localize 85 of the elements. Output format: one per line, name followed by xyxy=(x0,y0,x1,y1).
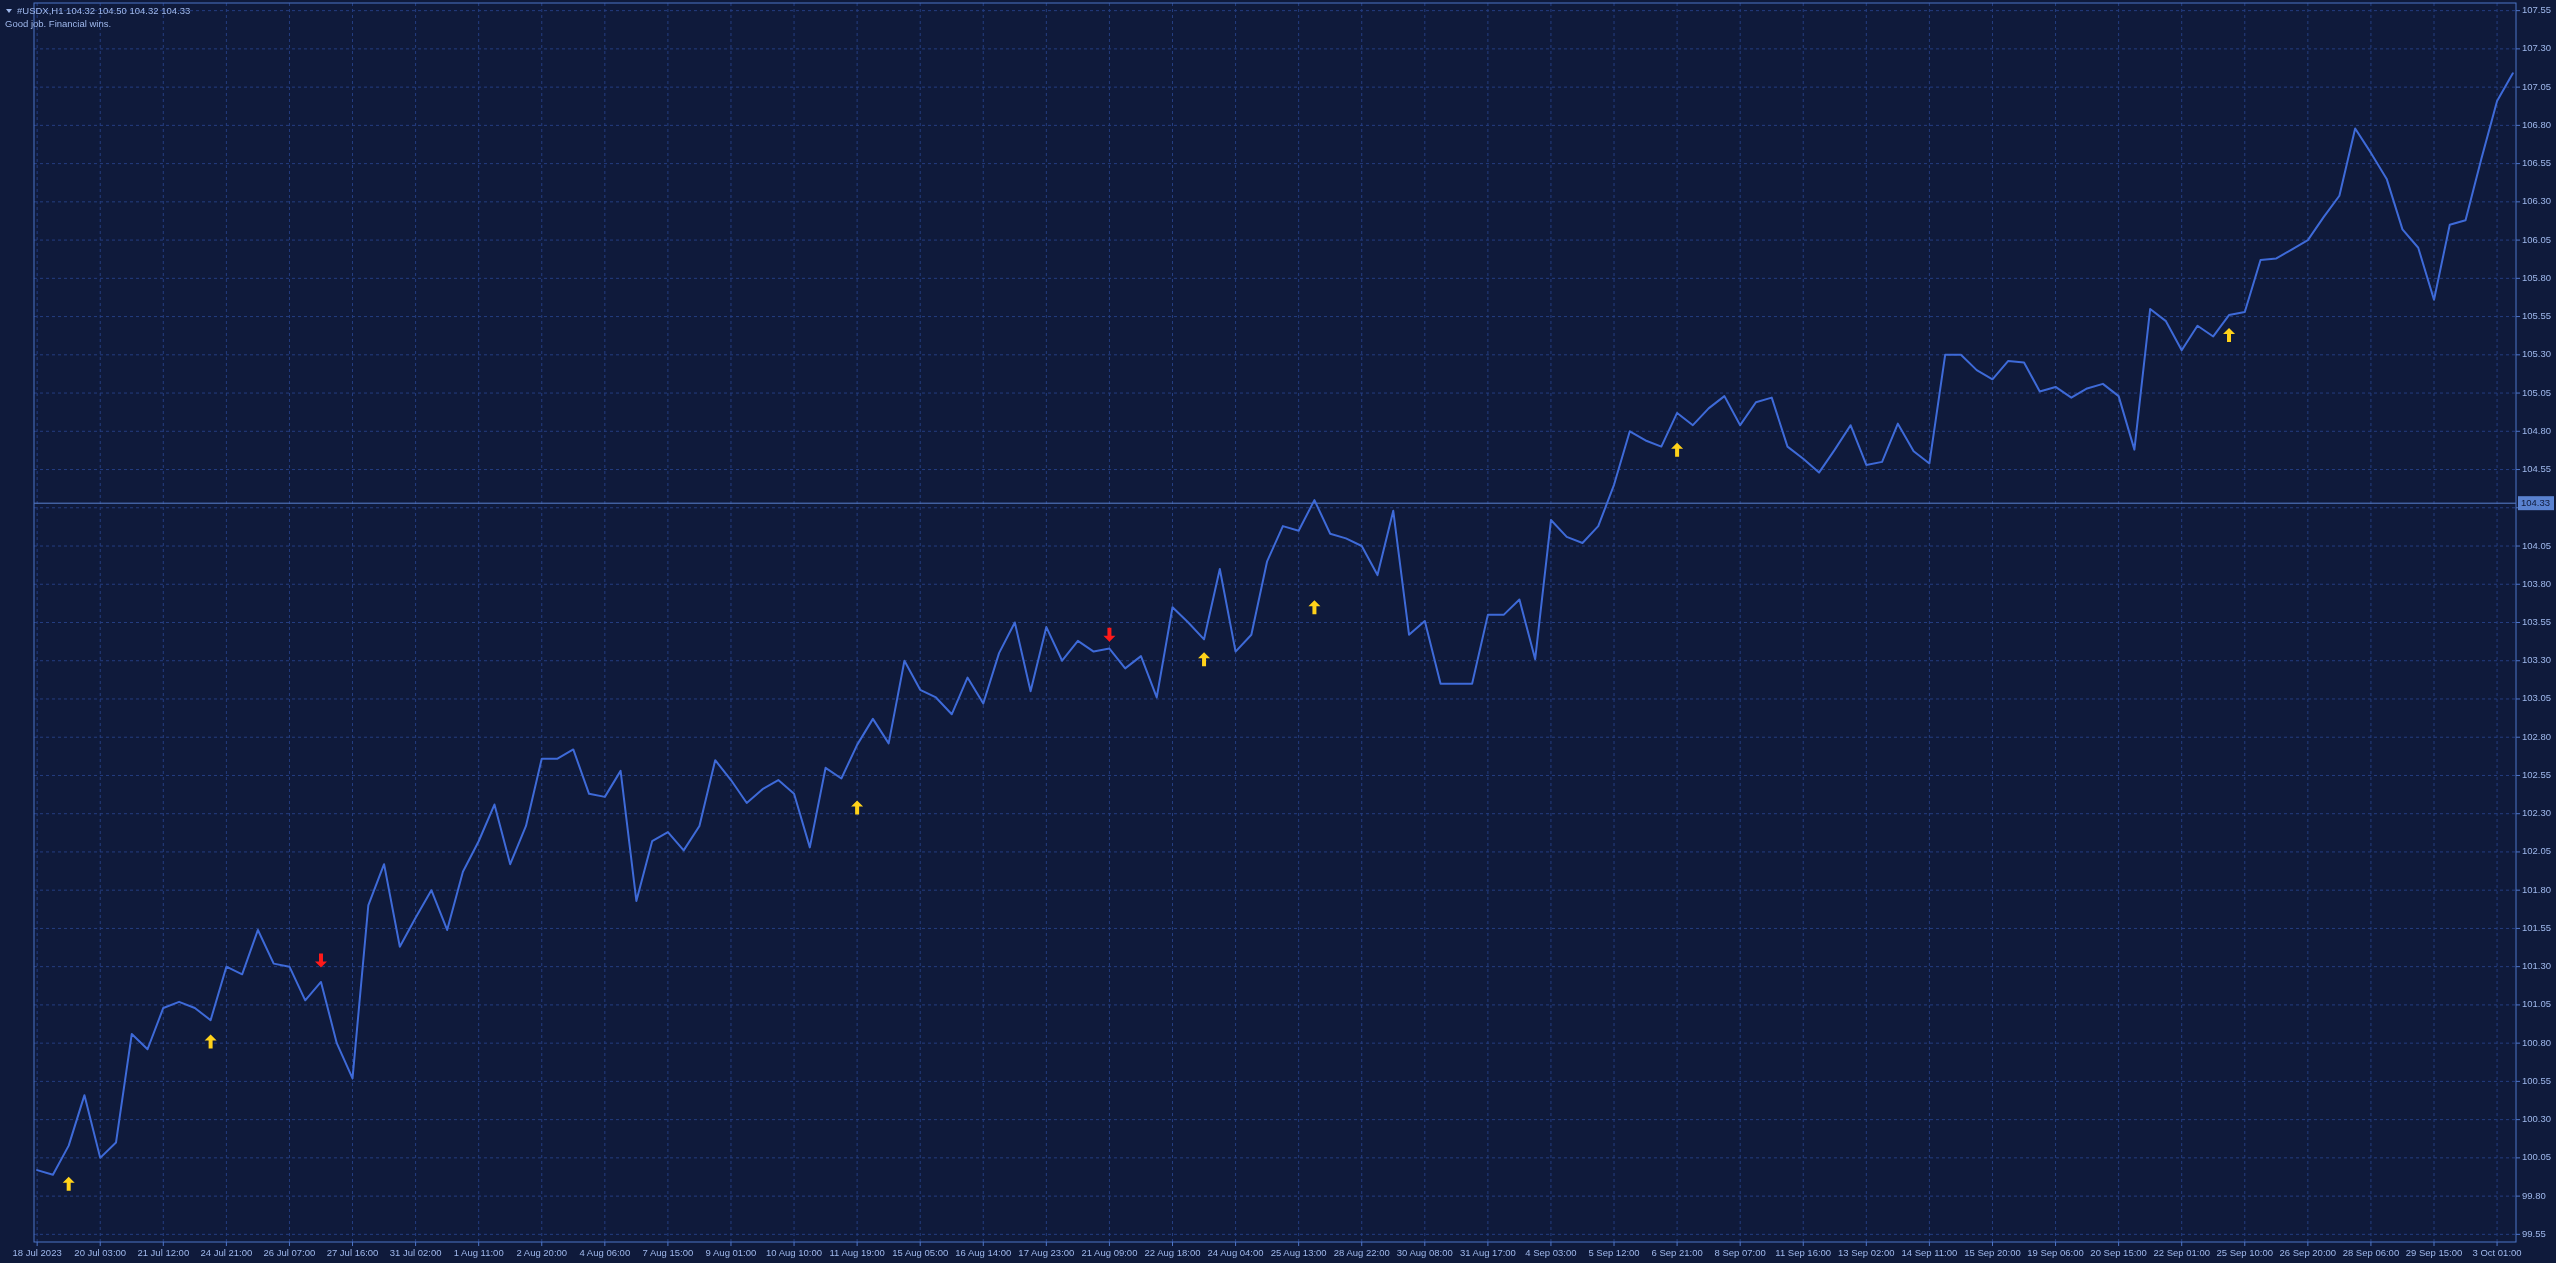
y-tick-label: 105.55 xyxy=(2522,310,2552,322)
x-tick-label: 15 Aug 05:00 xyxy=(892,1247,949,1258)
point xyxy=(1198,652,1211,667)
y-tick-label: 105.80 xyxy=(2522,271,2552,283)
x-tick-label: 24 Aug 04:00 xyxy=(1207,1247,1264,1258)
x-tick-label: 4 Aug 06:00 xyxy=(579,1247,631,1258)
y-tick-label: 101.05 xyxy=(2522,998,2552,1010)
x-tick-label: 22 Aug 18:00 xyxy=(1144,1247,1201,1258)
point xyxy=(62,1176,75,1191)
x-tick-label: 18 Jul 2023 xyxy=(12,1247,62,1258)
y-tick-label: 102.30 xyxy=(2522,807,2552,819)
x-tick-label: 3 Oct 01:00 xyxy=(2472,1247,2522,1258)
line-series xyxy=(36,72,2514,1176)
x-tick-label: 11 Aug 19:00 xyxy=(829,1247,885,1258)
x-tick-label: 20 Jul 03:00 xyxy=(74,1247,127,1258)
y-tick-label: 106.55 xyxy=(2522,157,2552,169)
x-tick-label: 14 Sep 11:00 xyxy=(1901,1247,1958,1258)
x-tick-label: 30 Aug 08:00 xyxy=(1396,1247,1453,1258)
y-tick-label: 102.55 xyxy=(2522,768,2552,780)
y-tick-label: 107.30 xyxy=(2522,42,2552,54)
point xyxy=(1671,442,1684,457)
y-tick-label: 104.80 xyxy=(2522,424,2552,436)
y-tick-label: 103.05 xyxy=(2522,692,2552,704)
x-tick-label: 15 Sep 20:00 xyxy=(1964,1247,2021,1258)
x-tick-label: 5 Sep 12:00 xyxy=(1588,1247,1640,1258)
x-tick-label: 9 Aug 01:00 xyxy=(705,1247,757,1258)
point xyxy=(1308,600,1321,615)
y-tick-label: 107.05 xyxy=(2522,80,2552,92)
y-tick-label: 106.80 xyxy=(2522,118,2552,130)
x-tick-label: 28 Sep 06:00 xyxy=(2342,1247,2400,1258)
x-tick-label: 28 Aug 22:00 xyxy=(1333,1247,1390,1258)
x-tick-label: 27 Jul 16:00 xyxy=(326,1247,379,1258)
y-tick-label: 106.05 xyxy=(2522,233,2552,245)
x-tick-label: 29 Sep 15:00 xyxy=(2405,1247,2463,1258)
x-tick-label: 31 Jul 02:00 xyxy=(389,1247,442,1258)
y-tick-label: 104.05 xyxy=(2522,539,2552,551)
x-tick-label: 25 Aug 13:00 xyxy=(1270,1247,1327,1258)
point xyxy=(204,1034,217,1049)
x-tick-label: 19 Sep 06:00 xyxy=(2027,1247,2084,1258)
y-tick-label: 99.55 xyxy=(2522,1227,2546,1239)
x-tick-label: 21 Jul 12:00 xyxy=(137,1247,190,1258)
x-tick-label: 8 Sep 07:00 xyxy=(1714,1247,1766,1258)
x-tick-label: 31 Aug 17:00 xyxy=(1459,1247,1516,1258)
x-tick-label: 2 Aug 20:00 xyxy=(516,1247,568,1258)
x-tick-label: 26 Sep 20:00 xyxy=(2279,1247,2337,1258)
x-tick-label: 17 Aug 23:00 xyxy=(1018,1247,1075,1258)
text: Good job. Financial wins. xyxy=(5,18,112,29)
point xyxy=(314,953,327,968)
ref-line-label: 104.33 xyxy=(2521,496,2551,508)
y-tick-label: 101.80 xyxy=(2522,883,2552,895)
y-tick-label: 105.05 xyxy=(2522,386,2552,398)
y-tick-label: 100.30 xyxy=(2522,1113,2552,1125)
x-tick-label: 22 Sep 01:00 xyxy=(2153,1247,2210,1258)
y-tick-label: 99.80 xyxy=(2522,1189,2546,1201)
y-tick-label: 101.30 xyxy=(2522,960,2552,972)
y-tick-label: 103.30 xyxy=(2522,654,2552,666)
x-tick-label: 10 Aug 10:00 xyxy=(766,1247,823,1258)
y-tick-label: 102.05 xyxy=(2522,845,2552,857)
y-tick-label: 102.80 xyxy=(2522,730,2552,742)
x-tick-label: 4 Sep 03:00 xyxy=(1525,1247,1577,1258)
point xyxy=(851,800,864,815)
x-tick-label: 16 Aug 14:00 xyxy=(955,1247,1012,1258)
x-tick-label: 11 Sep 16:00 xyxy=(1775,1247,1832,1258)
x-tick-label: 6 Sep 21:00 xyxy=(1651,1247,1703,1258)
y-tick-label: 105.30 xyxy=(2522,348,2552,360)
y-tick-label: 103.55 xyxy=(2522,616,2552,628)
y-tick-label: 100.55 xyxy=(2522,1074,2552,1086)
x-tick-label: 7 Aug 15:00 xyxy=(642,1247,694,1258)
x-tick-label: 20 Sep 15:00 xyxy=(2090,1247,2147,1258)
x-tick-label: 13 Sep 02:00 xyxy=(1838,1247,1895,1258)
y-tick-label: 104.55 xyxy=(2522,463,2552,475)
x-tick-label: 21 Aug 09:00 xyxy=(1081,1247,1138,1258)
y-tick-label: 103.80 xyxy=(2522,577,2552,589)
y-tick-label: 100.05 xyxy=(2522,1151,2552,1163)
y-tick-label: 100.80 xyxy=(2522,1036,2552,1048)
x-tick-label: 24 Jul 21:00 xyxy=(200,1247,253,1258)
x-tick-label: 1 Aug 11:00 xyxy=(453,1247,504,1258)
y-tick-label: 106.30 xyxy=(2522,195,2552,207)
x-tick-label: 25 Sep 10:00 xyxy=(2216,1247,2274,1258)
x-tick-label: 26 Jul 07:00 xyxy=(263,1247,316,1258)
y-tick-label: 101.55 xyxy=(2522,921,2552,933)
point xyxy=(1103,627,1116,642)
y-tick-label: 107.55 xyxy=(2522,4,2552,16)
chart-title: #USDX,H1 104.32 104.50 104.32 104.33 xyxy=(17,5,191,16)
point xyxy=(2223,327,2236,342)
